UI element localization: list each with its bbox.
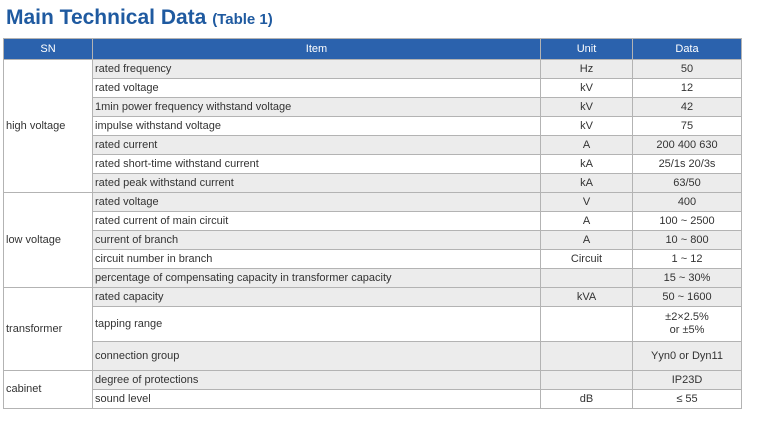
table-row: rated short-time withstand current kA 25… bbox=[4, 154, 742, 174]
data-cell: Yyn0 or Dyn11 bbox=[632, 341, 742, 371]
item-cell: tapping range bbox=[92, 306, 541, 342]
table-label: (Table 1) bbox=[212, 11, 273, 28]
table-body: high voltage rated frequency Hz 50 rated… bbox=[3, 59, 742, 409]
unit-cell bbox=[540, 370, 633, 390]
data-cell: ≤ 55 bbox=[632, 389, 742, 409]
unit-cell: kA bbox=[540, 173, 633, 193]
table-row: current of branch A 10 ~ 800 bbox=[4, 230, 742, 250]
item-cell: rated frequency bbox=[92, 59, 541, 79]
table-row: low voltage rated voltage V 400 bbox=[3, 192, 742, 288]
unit-cell: A bbox=[540, 230, 633, 250]
table-row: high voltage rated frequency Hz 50 bbox=[3, 59, 742, 193]
item-cell: percentage of compensating capacity in t… bbox=[92, 268, 541, 288]
table-row: tapping range ±2×2.5% or ±5% bbox=[4, 306, 742, 342]
item-cell: degree of protections bbox=[92, 370, 541, 390]
item-cell: connection group bbox=[92, 341, 541, 371]
item-cell: rated capacity bbox=[92, 287, 541, 307]
group-label: transformer bbox=[3, 287, 93, 371]
item-cell: rated current bbox=[92, 135, 541, 155]
item-cell: current of branch bbox=[92, 230, 541, 250]
technical-data-table: SN Item Unit Data high voltage rated fre… bbox=[3, 38, 742, 409]
data-cell: 12 bbox=[632, 78, 742, 98]
item-cell: impulse withstand voltage bbox=[92, 116, 541, 136]
item-cell: rated short-time withstand current bbox=[92, 154, 541, 174]
unit-cell: Hz bbox=[540, 59, 633, 79]
table-row: circuit number in branch Circuit 1 ~ 12 bbox=[4, 249, 742, 269]
data-cell: 25/1s 20/3s bbox=[632, 154, 742, 174]
group-label: high voltage bbox=[3, 59, 93, 193]
item-cell: circuit number in branch bbox=[92, 249, 541, 269]
data-cell: 10 ~ 800 bbox=[632, 230, 742, 250]
data-cell: 50 bbox=[632, 59, 742, 79]
item-cell: rated current of main circuit bbox=[92, 211, 541, 231]
item-cell: rated voltage bbox=[92, 78, 541, 98]
table-row: rated voltage kV 12 bbox=[4, 78, 742, 98]
unit-cell: kA bbox=[540, 154, 633, 174]
item-cell: rated peak withstand current bbox=[92, 173, 541, 193]
group-label: low voltage bbox=[3, 192, 93, 288]
table-row: impulse withstand voltage kV 75 bbox=[4, 116, 742, 136]
data-cell: 63/50 bbox=[632, 173, 742, 193]
table-row: sound level dB ≤ 55 bbox=[4, 389, 742, 409]
table-row: cabinet degree of protections IP23D bbox=[3, 370, 742, 409]
data-cell: IP23D bbox=[632, 370, 742, 390]
header-sn: SN bbox=[3, 38, 93, 60]
data-cell: 75 bbox=[632, 116, 742, 136]
title-text: Main Technical Data bbox=[6, 6, 207, 29]
unit-cell bbox=[540, 306, 633, 342]
data-cell: 400 bbox=[632, 192, 742, 212]
item-cell: rated voltage bbox=[92, 192, 541, 212]
table-row: transformer rated capacity kVA 50 ~ 1600 bbox=[3, 287, 742, 371]
unit-cell: A bbox=[540, 211, 633, 231]
header-item: Item bbox=[92, 38, 541, 60]
unit-cell bbox=[540, 268, 633, 288]
item-cell: 1min power frequency withstand voltage bbox=[92, 97, 541, 117]
unit-cell: kV bbox=[540, 78, 633, 98]
unit-cell: dB bbox=[540, 389, 633, 409]
table-row: 1min power frequency withstand voltage k… bbox=[4, 97, 742, 117]
data-cell: 1 ~ 12 bbox=[632, 249, 742, 269]
unit-cell bbox=[540, 341, 633, 371]
table-header-row: SN Item Unit Data bbox=[3, 38, 742, 60]
unit-cell: kV bbox=[540, 97, 633, 117]
item-cell: sound level bbox=[92, 389, 541, 409]
data-cell: 100 ~ 2500 bbox=[632, 211, 742, 231]
data-cell: 15 ~ 30% bbox=[632, 268, 742, 288]
unit-cell: kVA bbox=[540, 287, 633, 307]
page-title: Main Technical Data (Table 1) bbox=[6, 6, 273, 30]
data-cell: ±2×2.5% or ±5% bbox=[632, 306, 742, 342]
table-row: rated current A 200 400 630 bbox=[4, 135, 742, 155]
unit-cell: Circuit bbox=[540, 249, 633, 269]
group-label: cabinet bbox=[3, 370, 93, 409]
unit-cell: A bbox=[540, 135, 633, 155]
unit-cell: kV bbox=[540, 116, 633, 136]
data-cell: 50 ~ 1600 bbox=[632, 287, 742, 307]
header-unit: Unit bbox=[540, 38, 633, 60]
unit-cell: V bbox=[540, 192, 633, 212]
table-row: connection group Yyn0 or Dyn11 bbox=[4, 341, 742, 371]
data-cell: 42 bbox=[632, 97, 742, 117]
table-row: rated current of main circuit A 100 ~ 25… bbox=[4, 211, 742, 231]
table-row: percentage of compensating capacity in t… bbox=[4, 268, 742, 288]
header-data: Data bbox=[632, 38, 742, 60]
table-row: rated peak withstand current kA 63/50 bbox=[4, 173, 742, 193]
data-cell: 200 400 630 bbox=[632, 135, 742, 155]
